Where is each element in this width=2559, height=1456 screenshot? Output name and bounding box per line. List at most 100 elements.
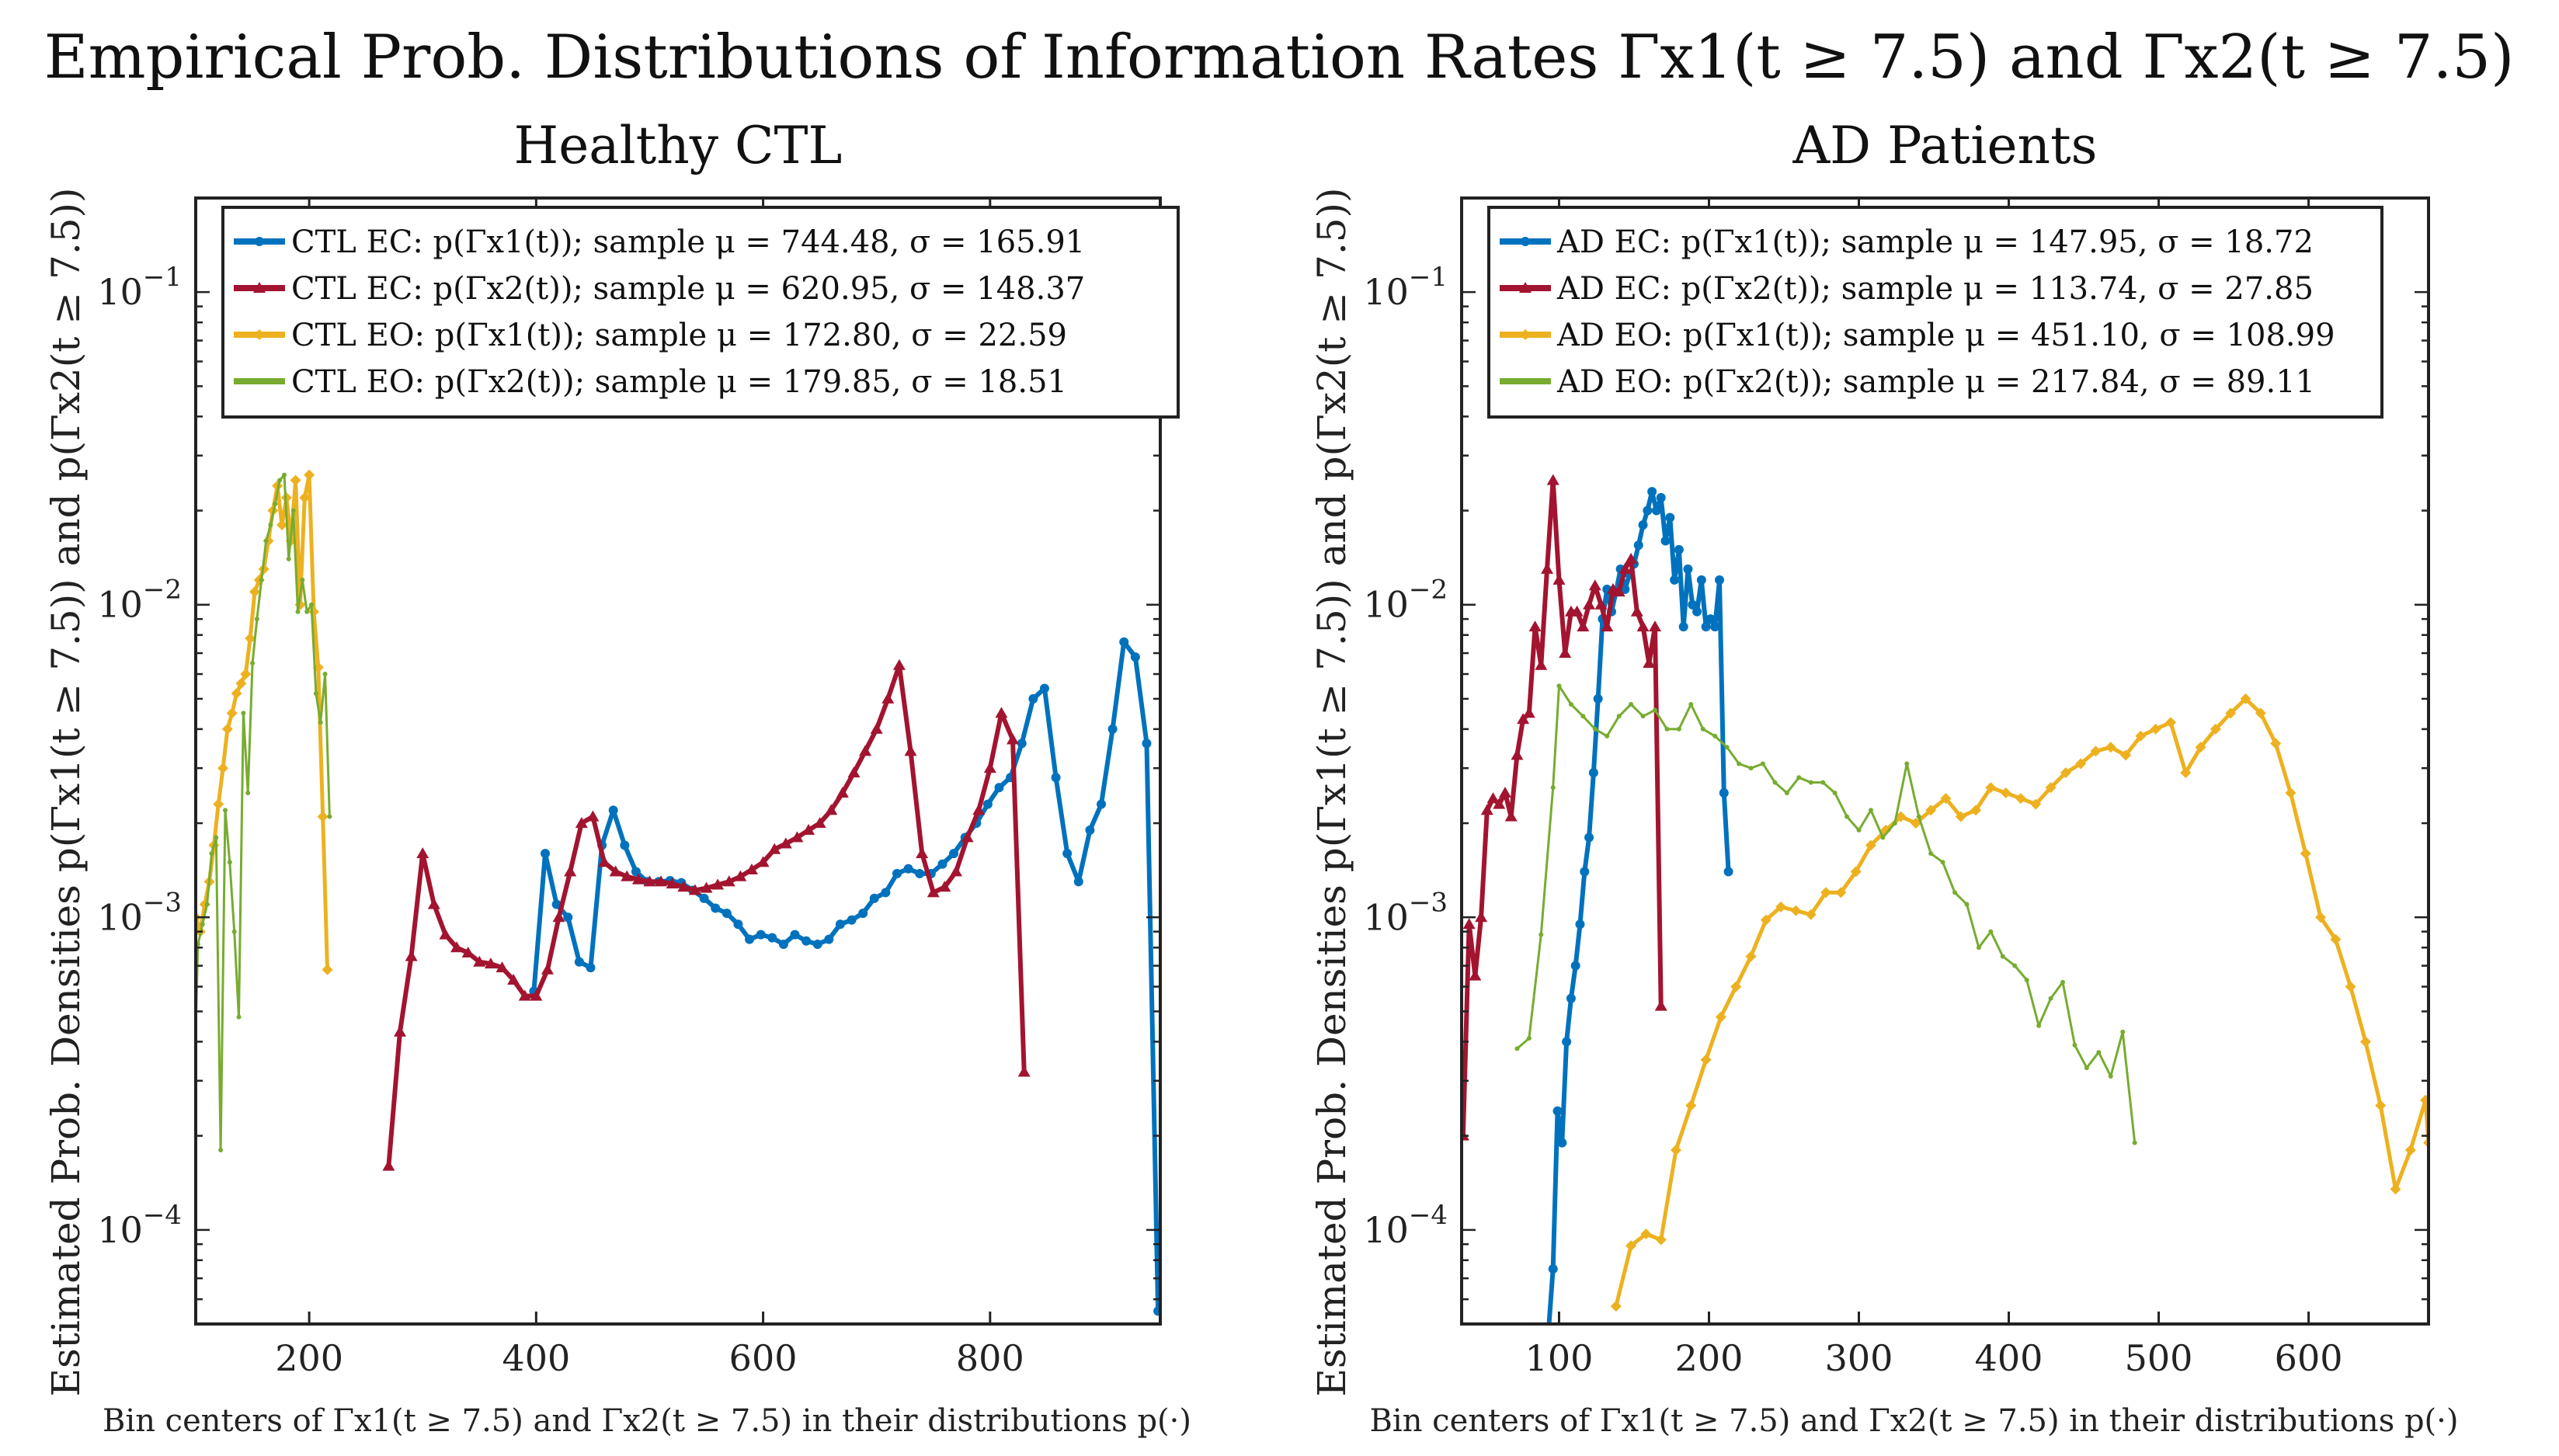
- data-point: [881, 692, 895, 704]
- data-point: [322, 964, 333, 975]
- data-point: [226, 707, 238, 719]
- data-point: [1017, 738, 1027, 749]
- data-point: [1928, 851, 1934, 857]
- data-point: [2225, 707, 2237, 719]
- series-1: [529, 637, 1160, 1316]
- data-point: [631, 867, 641, 877]
- data-point: [1772, 780, 1778, 785]
- data-point: [1653, 707, 1657, 713]
- legend-marker: [1520, 329, 1531, 340]
- data-point: [318, 720, 323, 725]
- data-point: [1760, 761, 1765, 766]
- data-point: [1685, 1100, 1697, 1111]
- data-point: [2285, 787, 2296, 799]
- data-point: [439, 928, 452, 940]
- series-line: [386, 662, 1027, 1166]
- data-point: [1575, 919, 1585, 930]
- data-point: [2195, 742, 2206, 753]
- data-point: [1638, 520, 1648, 530]
- data-point: [231, 688, 242, 700]
- data-point: [552, 911, 565, 923]
- data-point: [1805, 909, 1817, 920]
- data-point: [1588, 579, 1601, 591]
- legend-item: AD EO: p(Γx2(t)); sample μ = 217.84, σ =…: [1500, 364, 2315, 400]
- data-point: [1039, 683, 1049, 693]
- data-point: [1880, 825, 1892, 836]
- data-point: [2359, 1036, 2371, 1048]
- data-point: [1715, 1011, 1726, 1023]
- data-point: [1865, 839, 1876, 851]
- data-point: [2375, 1100, 2387, 1111]
- data-point: [903, 864, 913, 874]
- legend-marker: [257, 379, 262, 384]
- legend-marker: [1519, 282, 1532, 293]
- data-point: [273, 502, 278, 507]
- data-point: [859, 745, 872, 756]
- data-point: [263, 538, 269, 544]
- data-point: [1511, 749, 1524, 760]
- data-point: [904, 745, 917, 756]
- data-point: [1633, 540, 1643, 551]
- data-point: [1526, 1036, 1532, 1041]
- data-point: [530, 989, 543, 1001]
- x-tick-label: 800: [956, 1337, 1024, 1379]
- series-4: [1514, 683, 2137, 1145]
- data-point: [609, 865, 622, 877]
- data-point: [473, 955, 486, 967]
- series-line: [1614, 697, 2429, 1307]
- data-point: [2120, 749, 2132, 761]
- data-point: [1612, 586, 1625, 597]
- data-point: [290, 508, 296, 513]
- data-point: [495, 961, 509, 973]
- data-point: [1745, 950, 1757, 962]
- data-point: [1904, 761, 1910, 766]
- series-3: [1610, 693, 2429, 1312]
- data-point: [1107, 724, 1118, 734]
- data-point: [1610, 1301, 1622, 1312]
- data-point: [2075, 758, 2087, 770]
- data-point: [250, 661, 256, 666]
- data-point: [1723, 867, 1733, 877]
- data-point: [2015, 793, 2026, 804]
- data-point: [1775, 901, 1787, 912]
- data-point: [2072, 1042, 2077, 1048]
- data-point: [756, 930, 766, 940]
- data-point: [949, 849, 959, 859]
- data-point: [1583, 598, 1596, 610]
- data-point: [869, 893, 879, 903]
- legend-box: [1487, 206, 2383, 419]
- data-point: [836, 787, 849, 798]
- data-point: [2150, 723, 2161, 735]
- data-point: [1504, 810, 1518, 822]
- data-point: [300, 577, 305, 582]
- data-point: [1486, 792, 1500, 804]
- data-point: [309, 602, 315, 607]
- data-point: [1701, 622, 1711, 632]
- y-tick-label: 10−1: [97, 262, 182, 313]
- data-point: [1625, 552, 1638, 564]
- data-point: [1688, 599, 1698, 610]
- data-point: [1552, 1106, 1563, 1116]
- axes-box: [194, 196, 1162, 1326]
- data-point: [2048, 996, 2053, 1001]
- data-point: [313, 691, 318, 697]
- data-point: [2084, 1065, 2089, 1071]
- data-point: [791, 831, 804, 843]
- panel-title: Healthy CTL: [514, 116, 843, 175]
- data-point: [938, 881, 951, 892]
- data-point: [2096, 1050, 2102, 1055]
- data-point: [1062, 849, 1073, 859]
- data-point: [927, 886, 940, 898]
- legend-marker: [253, 282, 266, 293]
- data-point: [1856, 828, 1862, 833]
- legend: AD EC: p(Γx1(t)); sample μ = 147.95, σ =…: [1487, 206, 2383, 419]
- data-point: [1760, 914, 1771, 926]
- x-tick-label: 400: [1975, 1337, 2043, 1379]
- data-point: [2180, 767, 2192, 779]
- data-point: [322, 672, 328, 677]
- data-point: [1940, 793, 1952, 804]
- data-point: [870, 722, 883, 734]
- data-point: [915, 868, 925, 878]
- data-point: [745, 934, 755, 944]
- data-point: [1629, 702, 1634, 707]
